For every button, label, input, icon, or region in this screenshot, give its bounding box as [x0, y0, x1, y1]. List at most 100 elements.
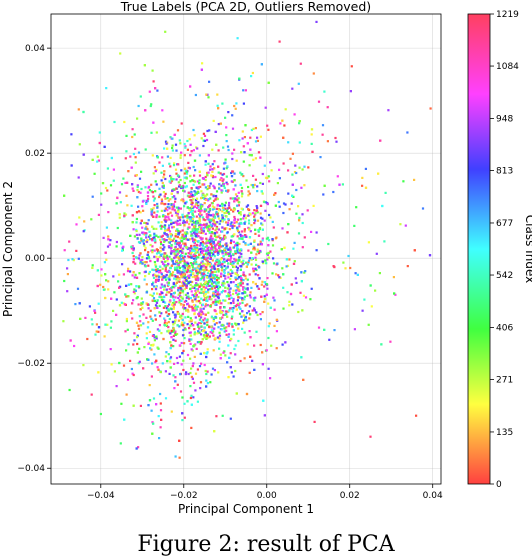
scatter-point	[95, 330, 98, 333]
scatter-point	[190, 367, 193, 370]
scatter-point	[190, 187, 193, 190]
scatter-point	[232, 299, 235, 303]
scatter-point	[205, 290, 208, 294]
scatter-point	[202, 218, 205, 221]
scatter-point	[206, 171, 209, 174]
scatter-point	[200, 205, 204, 208]
scatter-point	[155, 252, 159, 255]
scatter-point	[202, 264, 205, 267]
scatter-point	[193, 261, 196, 264]
scatter-point	[250, 128, 253, 132]
scatter-point	[160, 235, 163, 238]
scatter-point	[265, 283, 269, 286]
scatter-point	[208, 254, 211, 257]
scatter-point	[210, 329, 213, 332]
scatter-point	[188, 195, 191, 198]
scatter-point	[156, 259, 159, 262]
scatter-point	[158, 324, 161, 327]
scatter-point	[196, 266, 199, 269]
scatter-point	[152, 121, 155, 124]
scatter-point	[178, 299, 181, 302]
scatter-point	[159, 249, 162, 253]
scatter-point	[147, 342, 150, 345]
scatter-point	[156, 210, 159, 213]
scatter-point	[211, 175, 214, 178]
scatter-point	[377, 172, 380, 175]
scatter-point	[177, 233, 180, 236]
scatter-point	[227, 344, 230, 347]
scatter-point	[189, 280, 192, 283]
scatter-point	[186, 308, 189, 311]
scatter-point	[231, 127, 235, 130]
scatter-point	[173, 252, 176, 255]
scatter-point	[177, 270, 180, 273]
scatter-point	[247, 243, 250, 246]
scatter-point	[332, 190, 335, 194]
scatter-point	[189, 269, 192, 272]
scatter-point	[198, 253, 201, 256]
scatter-point	[219, 263, 222, 266]
scatter-point	[203, 202, 206, 205]
scatter-point	[182, 280, 185, 283]
scatter-point	[249, 148, 252, 151]
scatter-point	[190, 233, 193, 236]
scatter-point	[254, 273, 257, 276]
scatter-point	[363, 298, 366, 301]
scatter-point	[229, 224, 232, 227]
scatter-point	[233, 233, 236, 236]
scatter-point	[142, 367, 145, 370]
scatter-point	[147, 219, 150, 222]
scatter-point	[208, 208, 211, 211]
scatter-point	[188, 276, 191, 279]
scatter-point	[278, 40, 281, 43]
scatter-point	[252, 174, 255, 177]
scatter-point	[126, 204, 129, 207]
scatter-point	[201, 338, 204, 341]
scatter-point	[230, 239, 233, 242]
scatter-point	[171, 239, 174, 242]
scatter-point	[120, 402, 123, 405]
scatter-point	[185, 283, 188, 286]
scatter-point	[182, 198, 185, 201]
scatter-point	[148, 399, 152, 402]
scatter-point	[134, 273, 137, 276]
scatter-point	[242, 89, 245, 92]
scatter-point	[175, 256, 178, 259]
scatter-point	[196, 288, 200, 291]
scatter-point	[421, 207, 425, 210]
scatter-point	[211, 259, 214, 262]
scatter-point	[263, 219, 266, 222]
scatter-point	[100, 268, 103, 271]
scatter-point	[239, 213, 242, 216]
scatter-point	[94, 311, 97, 314]
scatter-point	[300, 356, 303, 359]
scatter-point	[273, 193, 276, 196]
scatter-point	[182, 264, 185, 268]
scatter-point	[194, 259, 197, 262]
scatter-point	[205, 355, 208, 359]
x-tick-label: 0.02	[340, 491, 360, 501]
scatter-point	[268, 322, 271, 325]
scatter-point	[62, 320, 65, 323]
scatter-point	[295, 212, 298, 215]
scatter-point	[113, 291, 116, 294]
scatter-point	[174, 376, 177, 379]
scatter-point	[171, 149, 174, 152]
scatter-point	[166, 360, 169, 363]
scatter-point	[151, 154, 154, 157]
scatter-point	[169, 174, 172, 178]
x-axis-ticks: −0.04 −0.02 0.00 0.02 0.04	[87, 484, 443, 501]
scatter-point	[188, 226, 191, 229]
scatter-point	[239, 275, 242, 278]
scatter-point	[194, 289, 197, 292]
scatter-point	[233, 221, 236, 224]
scatter-point	[186, 255, 189, 258]
scatter-point	[254, 127, 257, 130]
scatter-point	[189, 331, 192, 334]
scatter-point	[327, 242, 330, 246]
scatter-point	[219, 309, 222, 312]
scatter-point	[256, 211, 259, 214]
scatter-point	[223, 306, 226, 309]
scatter-point	[173, 256, 176, 260]
scatter-point	[206, 260, 209, 263]
